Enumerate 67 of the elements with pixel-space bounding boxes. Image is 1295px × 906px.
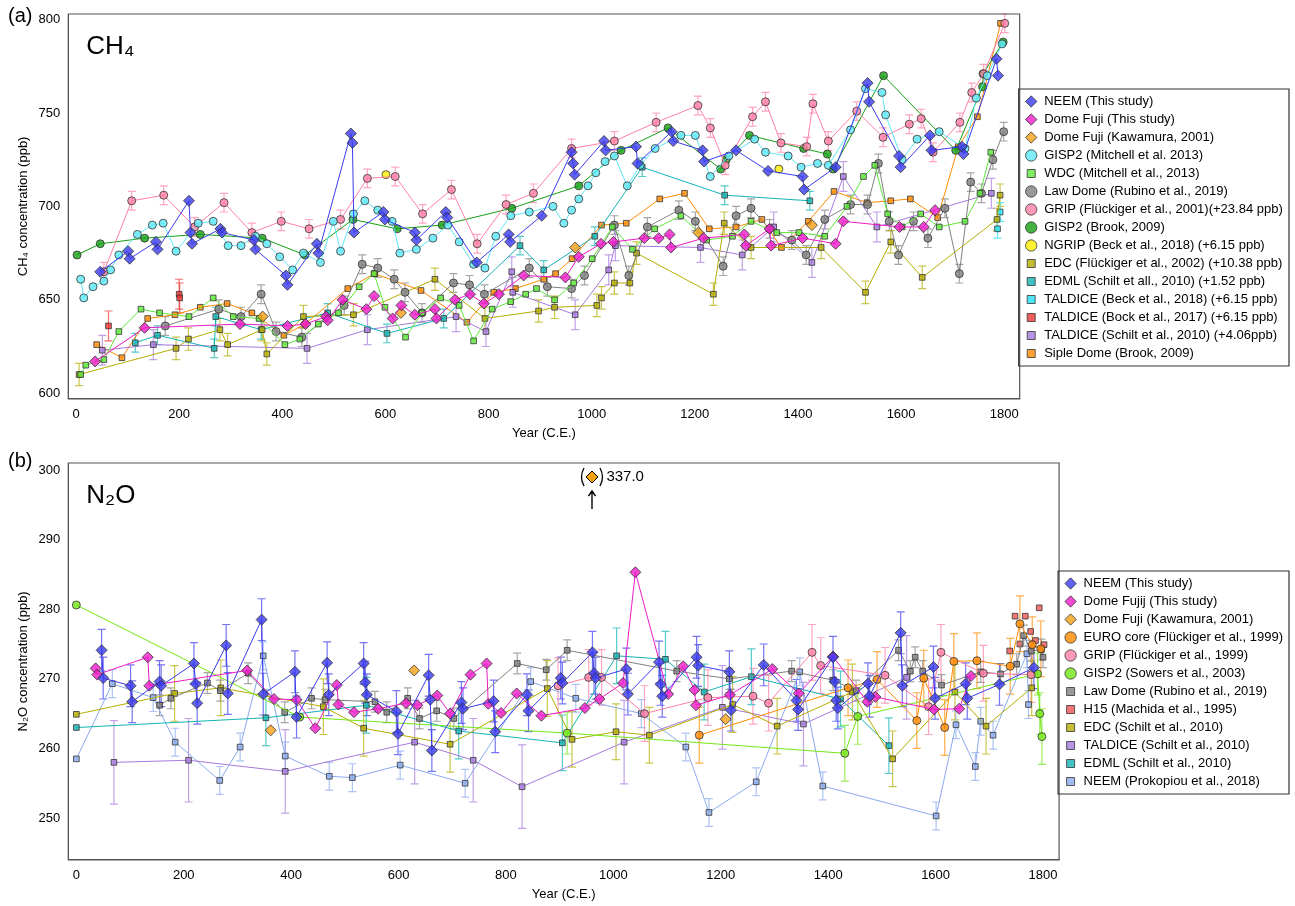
x-tick-label: 600: [374, 406, 397, 422]
y-tick-label: 290: [38, 531, 61, 547]
legend-label: WDC (Mitchell et al., 2013): [1044, 165, 1200, 181]
y-tick-label: 600: [38, 384, 61, 400]
legend-label: EDML (Schilt et all., 2010) (+1.52 ppb): [1044, 273, 1266, 289]
y-axis-title: N₂O concentration (ppb): [15, 591, 31, 732]
x-tick-label: 1400: [783, 406, 813, 422]
text: (a): [8, 3, 33, 26]
x-tick-label: 1600: [886, 406, 916, 422]
legend-label: TALDICE (Beck et al., 2018) (+6.15 ppb): [1044, 291, 1278, 307]
x-tick-label: 400: [280, 867, 303, 883]
x-tick-label: 1200: [706, 867, 736, 883]
x-axis-title: Year (C.E.): [512, 424, 576, 440]
legend-label: TALDICE (Schilt et al., 2010) (+4.06ppb): [1044, 327, 1277, 343]
legend-label: EDC (Flückiger et al., 2002) (+10.38 ppb): [1044, 255, 1283, 271]
y-tick-label: 650: [38, 291, 61, 307]
y-axis-title: CH₄ concentration (ppb): [15, 136, 31, 277]
x-tick-label: 400: [271, 406, 294, 422]
x-tick-label: 0: [72, 867, 80, 883]
x-tick-label: 1800: [989, 406, 1019, 422]
legend-label: Siple Dome (Brook, 2009): [1044, 345, 1194, 361]
x-tick-label: 0: [72, 406, 80, 422]
legend-label: TALDICE (Schilt et al., 2010): [1083, 737, 1250, 753]
legend-label: NEEM (This study): [1083, 575, 1193, 591]
x-tick-label: 600: [387, 867, 410, 883]
x-tick-label: 800: [477, 406, 500, 422]
legend-label: GISP2 (Sowers et al., 2003): [1083, 665, 1246, 681]
y-tick-label: 750: [38, 104, 61, 120]
x-tick-label: 1600: [921, 867, 951, 883]
legend-label: Law Dome (Rubino et al., 2019): [1044, 183, 1228, 199]
text: N₂O: [86, 479, 136, 510]
x-tick-label: 1200: [680, 406, 710, 422]
y-tick-label: 700: [38, 197, 61, 213]
x-tick-label: 1400: [813, 867, 843, 883]
annotation: 337.0: [606, 467, 644, 485]
legend-label: GISP2 (Mitchell et al. 2013): [1044, 147, 1204, 163]
x-tick-label: 1800: [1028, 867, 1058, 883]
x-tick-label: 200: [172, 867, 195, 883]
y-tick-label: 280: [38, 600, 61, 616]
legend-label: EURO core (Flückiger et al., 1999): [1083, 629, 1283, 645]
legend-label: GISP2 (Brook, 2009): [1044, 219, 1165, 235]
legend-label: Dome Fuji (This study): [1044, 111, 1175, 127]
legend-label: Dome Fuji (Kawamura, 2001): [1083, 611, 1254, 627]
x-tick-label: 200: [168, 406, 191, 422]
y-tick-label: 260: [38, 740, 61, 755]
text: (b): [8, 448, 33, 471]
y-tick-label: 800: [38, 11, 61, 27]
text: CH₄: [86, 30, 135, 61]
y-tick-label: 300: [38, 461, 61, 477]
legend-label: NEEM (Prokopiou et al., 2018): [1083, 773, 1260, 789]
legend-label: TALDICE (Bock et al., 2017) (+6.15 ppb): [1044, 309, 1278, 325]
legend-label: Law Dome (Rubino et al., 2019): [1083, 683, 1268, 699]
legend-label: NGRIP (Beck et al., 2018) (+6.15 ppb): [1044, 237, 1265, 253]
legend-label: Dome Fujij (This study): [1083, 593, 1218, 609]
legend-label: Dome Fuji (Kawamura, 2001): [1044, 129, 1214, 145]
legend-label: NEEM (This study): [1044, 93, 1154, 109]
x-tick-label: 1000: [577, 406, 607, 422]
x-tick-label: 800: [495, 867, 517, 883]
x-tick-label: 1000: [598, 867, 628, 883]
legend-label: GRIP (Flückiger et al., 2001)(+23.84 ppb): [1044, 201, 1283, 217]
legend-label: GRIP (Flückiger et al., 1999): [1083, 647, 1249, 663]
legend-label: H15 (Machida et al., 1995): [1083, 701, 1237, 717]
legend-label: EDC (Schilt et al., 2010): [1083, 719, 1224, 735]
x-axis-title: Year (C.E.): [531, 885, 596, 901]
legend-label: EDML (Schilt et al., 2010): [1083, 755, 1232, 771]
y-tick-label: 270: [38, 670, 61, 686]
y-tick-label: 250: [38, 809, 61, 825]
